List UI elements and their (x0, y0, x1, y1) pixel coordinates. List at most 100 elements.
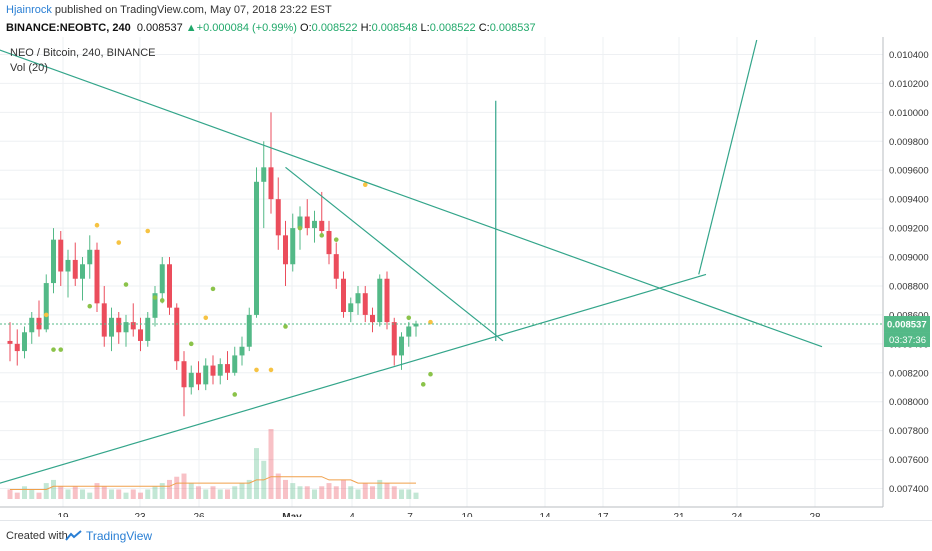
signal-dot-green (51, 347, 56, 352)
publish-info: Hjainrock published on TradingView.com, … (6, 4, 332, 16)
volume-bar (217, 489, 223, 499)
candle-body (72, 259, 78, 279)
volume-bar (268, 429, 274, 499)
candle-body (87, 249, 93, 265)
trendlines (0, 39, 823, 484)
price-tick-label: 0.008200 (889, 368, 929, 379)
signal-dot-green (420, 382, 426, 387)
signal-dot-green (87, 303, 93, 309)
price-tick-label: 0.009200 (889, 224, 929, 235)
volume-bar (109, 489, 114, 499)
price-chart[interactable]: 0.010400 0.010200 0.010000 0.009800 0.009600… (0, 37, 932, 523)
open-label: O: (300, 22, 312, 34)
candle-body (254, 181, 259, 315)
candle-body (101, 303, 107, 337)
price-badge-bg (884, 316, 930, 333)
signal-dot-yellow (43, 312, 49, 318)
candle-body (406, 326, 412, 337)
volume-bar (333, 486, 339, 499)
time-tick-label: 23 (134, 512, 146, 517)
candle-body (14, 343, 20, 352)
high-label: H: (360, 22, 372, 34)
candle-body (94, 249, 100, 304)
time-axis: 19 23 26 May 4 7 10 14 17 21 24 28 (57, 512, 821, 523)
price-tick-label: 0.008000 (889, 397, 929, 408)
candle-body (348, 303, 354, 313)
signal-dot-yellow (362, 182, 368, 187)
volume-bar (116, 489, 122, 499)
volume-bar (391, 486, 397, 499)
candle-body (181, 361, 187, 388)
price-tick-label: 0.008800 (889, 281, 929, 292)
candle-body (138, 329, 143, 341)
tradingview-brand[interactable]: TradingView (86, 529, 153, 543)
candle-body (304, 216, 310, 229)
candle-body (43, 283, 49, 330)
volume-bar (51, 479, 56, 499)
price-tick-label: 0.007400 (889, 484, 929, 495)
candle-body (196, 372, 201, 385)
signal-dot-yellow (428, 319, 433, 325)
volume-bar (181, 473, 187, 499)
price-tick-label: 0.010200 (889, 79, 929, 90)
candle-body (123, 322, 129, 333)
candle-body (355, 293, 361, 304)
candle-body (65, 259, 71, 272)
signal-dot-yellow (94, 222, 100, 228)
grid (0, 37, 883, 507)
price-tick-label: 0.007600 (889, 455, 929, 466)
candle-body (58, 239, 64, 272)
candle-body (399, 336, 404, 356)
candle-body (246, 314, 252, 347)
candle-body (326, 230, 332, 255)
volume-bar (72, 486, 78, 499)
candle-body (297, 216, 303, 229)
countdown-badge-bg (884, 332, 930, 348)
candle-body (290, 228, 296, 265)
volume-bar (94, 483, 100, 499)
author-link[interactable]: Hjainrock (6, 4, 52, 16)
candle-body (167, 264, 172, 308)
signal-dot-green (232, 392, 238, 397)
volume-bar (355, 489, 361, 499)
volume-bar (87, 492, 93, 499)
volume-bar (413, 492, 419, 499)
volume-ma-line (10, 476, 416, 490)
trendline (0, 273, 707, 484)
candle-body (22, 332, 27, 352)
signal-dot-green (123, 282, 129, 287)
price-axis: 0.010400 0.010200 0.010000 0.009800 0.009600… (889, 50, 929, 495)
volume-bar (246, 479, 252, 499)
volume-bar (123, 492, 129, 499)
candles (7, 112, 419, 417)
open-value: 0.008522 (311, 22, 358, 34)
price-tick-label: 0.007800 (889, 426, 929, 437)
time-tick-label: 26 (193, 512, 205, 517)
candle-body (333, 254, 339, 279)
candle-body (225, 364, 230, 373)
time-tick-label: 28 (809, 512, 821, 517)
signal-dot-green (58, 347, 64, 352)
volume-bar (304, 486, 310, 499)
volume-bar (297, 486, 303, 499)
tradingview-logo-icon (65, 530, 82, 541)
candle-body (362, 293, 368, 315)
time-tick-label: 17 (597, 512, 609, 517)
volume-bar (43, 483, 49, 499)
volume-bar (377, 479, 383, 499)
volume-bar (210, 486, 216, 499)
volume-bar (65, 489, 71, 499)
volume-bar (275, 473, 281, 499)
candle-body (217, 364, 223, 376)
chart-legend-vol: Vol (20) (10, 62, 48, 74)
candle-body (239, 346, 245, 356)
candle-body (145, 317, 151, 341)
chart-area[interactable]: 0.010400 0.010200 0.010000 0.009800 0.009600… (0, 37, 932, 523)
candle-body (391, 322, 397, 356)
volume-bar (239, 483, 245, 499)
time-tick-label: 7 (407, 512, 413, 517)
volume-bar (225, 489, 230, 499)
candle-body (341, 278, 346, 313)
volume-bar (80, 489, 85, 499)
volume-bar (167, 479, 172, 499)
